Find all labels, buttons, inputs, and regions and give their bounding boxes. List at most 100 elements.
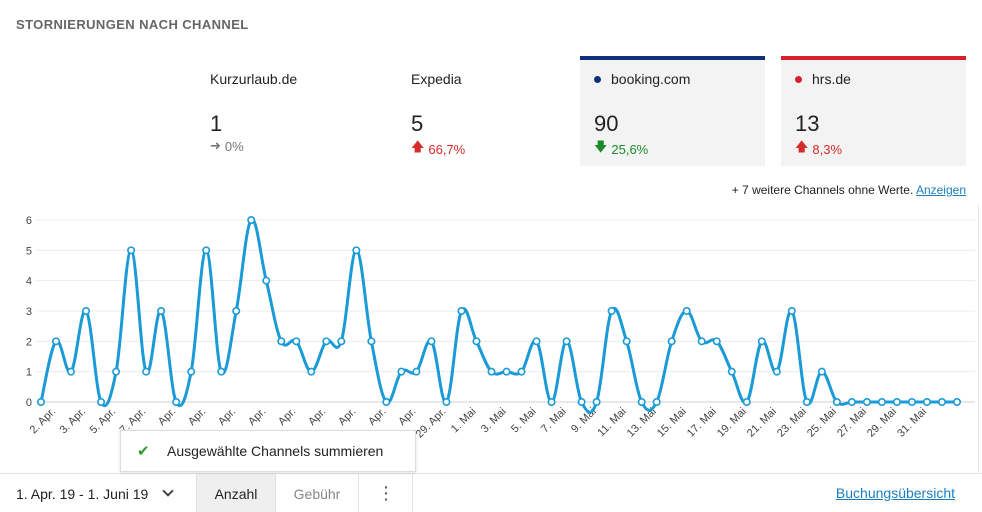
channel-delta: 🡇 25,6%: [594, 138, 751, 160]
data-point: [307, 367, 316, 376]
channel-value: 5: [411, 111, 424, 136]
data-point: [592, 398, 601, 407]
channel-name: booking.com: [611, 71, 691, 87]
cancellations-line-chart: 0 1 2 3 4 5 6 2. Apr. 3. Apr. 5. Apr. 7. Apr. Apr. A…: [0, 205, 982, 445]
data-point: [742, 398, 751, 407]
data-point: [622, 337, 631, 346]
arrow-down-icon: 🡇: [594, 139, 608, 154]
data-point: [847, 398, 856, 407]
data-point: [697, 337, 706, 346]
data-point: [757, 337, 766, 346]
data-point: [322, 337, 331, 346]
x-tick-label: 11. Mai: [595, 406, 628, 439]
channel-delta: 🡅 8,3%: [795, 138, 952, 160]
data-point: [157, 307, 166, 316]
x-tick-label: 7. Mai: [539, 406, 569, 436]
data-point: [97, 398, 106, 407]
channel-delta: ➜ 0%: [210, 138, 244, 154]
data-point: [937, 398, 946, 407]
toast-label: Ausgewählte Channels summieren: [167, 443, 384, 459]
data-point: [727, 367, 736, 376]
data-point: [607, 307, 616, 316]
channel-card-expedia[interactable]: Expedia 5 🡅 66,7%: [397, 56, 577, 166]
divider: [358, 474, 359, 512]
x-tick-label: 1. Mai: [449, 406, 479, 436]
data-point: [682, 307, 691, 316]
data-point: [442, 398, 451, 407]
data-point: [862, 398, 871, 407]
data-point: [292, 337, 301, 346]
tab-gebuehr[interactable]: Gebühr: [276, 474, 358, 512]
check-icon: ✔: [137, 443, 150, 460]
date-range-picker[interactable]: 1. Apr. 19 - 1. Juni 19: [16, 474, 174, 512]
y-tick-label: 4: [26, 276, 32, 288]
data-point: [877, 398, 886, 407]
y-tick-label: 3: [26, 306, 32, 318]
channel-name: hrs.de: [812, 71, 851, 87]
x-tick-label: 17. Mai: [685, 406, 719, 440]
x-tick-label: 27. Mai: [835, 406, 869, 440]
data-point: [562, 337, 571, 346]
data-point: [202, 246, 211, 255]
data-point: [517, 367, 526, 376]
data-point: [772, 367, 781, 376]
y-tick-label: 1: [26, 367, 32, 379]
arrow-up-icon: 🡅: [795, 139, 809, 154]
series-dot-icon: [594, 75, 601, 83]
data-point: [907, 398, 916, 407]
x-tick-label: 23. Mai: [775, 406, 809, 440]
data-point: [127, 246, 136, 255]
data-point: [67, 367, 76, 376]
y-tick-label: 2: [26, 336, 32, 348]
data-point: [472, 337, 481, 346]
data-point: [802, 398, 811, 407]
date-range-label: 1. Apr. 19 - 1. Juni 19: [16, 485, 149, 502]
data-point: [142, 367, 151, 376]
x-tick-label: Apr.: [186, 406, 208, 428]
series-line: [39, 218, 957, 414]
x-tick-label: 5. Apr.: [88, 406, 119, 437]
divider: [412, 474, 413, 512]
x-tick-label: 2. Apr.: [28, 406, 59, 437]
data-point: [457, 307, 466, 316]
tab-anzahl[interactable]: Anzahl: [197, 474, 275, 512]
x-tick-label: 29. Apr.: [414, 406, 449, 441]
data-point: [412, 367, 421, 376]
arrow-right-icon: ➜: [210, 138, 221, 153]
data-point: [487, 367, 496, 376]
data-point: [262, 276, 271, 285]
data-point: [637, 398, 646, 407]
data-point: [952, 398, 961, 407]
booking-overview-link[interactable]: Buchungsübersicht: [835, 485, 955, 501]
data-point: [82, 307, 91, 316]
channel-card-hrs[interactable]: hrs.de 13 🡅 8,3%: [781, 56, 966, 166]
data-point: [787, 307, 796, 316]
x-tick-label: Apr.: [396, 406, 418, 428]
channel-value: 13: [795, 111, 820, 136]
data-point: [652, 398, 661, 407]
data-point: [187, 367, 196, 376]
more-options-icon[interactable]: ⋮: [377, 483, 395, 503]
x-tick-label: 19. Mai: [715, 406, 749, 440]
x-tick-label: Apr.: [156, 406, 178, 428]
data-point: [217, 367, 226, 376]
data-point: [172, 398, 181, 407]
channel-card-booking[interactable]: booking.com 90 🡇 25,6%: [580, 56, 765, 166]
channel-card-kurzurlaub[interactable]: Kurzurlaub.de 1 ➜ 0%: [196, 56, 376, 166]
x-tick-label: 31. Mai: [895, 406, 929, 440]
sum-channels-toast[interactable]: ✔ Ausgewählte Channels summieren: [120, 430, 416, 472]
data-point: [277, 337, 286, 346]
chevron-down-icon: [162, 485, 174, 497]
data-point: [112, 367, 121, 376]
data-point: [922, 398, 931, 407]
x-tick-label: Apr.: [276, 406, 298, 428]
x-tick-label: 3. Mai: [479, 406, 509, 436]
channel-name: Expedia: [411, 71, 462, 87]
data-point: [232, 307, 241, 316]
x-tick-label: Apr.: [216, 406, 238, 428]
data-point: [337, 337, 346, 346]
channel-delta: 🡅 66,7%: [411, 138, 563, 160]
x-tick-label: 3. Apr.: [58, 406, 89, 437]
show-more-channels-link[interactable]: Anzeigen: [915, 183, 966, 197]
data-point: [712, 337, 721, 346]
